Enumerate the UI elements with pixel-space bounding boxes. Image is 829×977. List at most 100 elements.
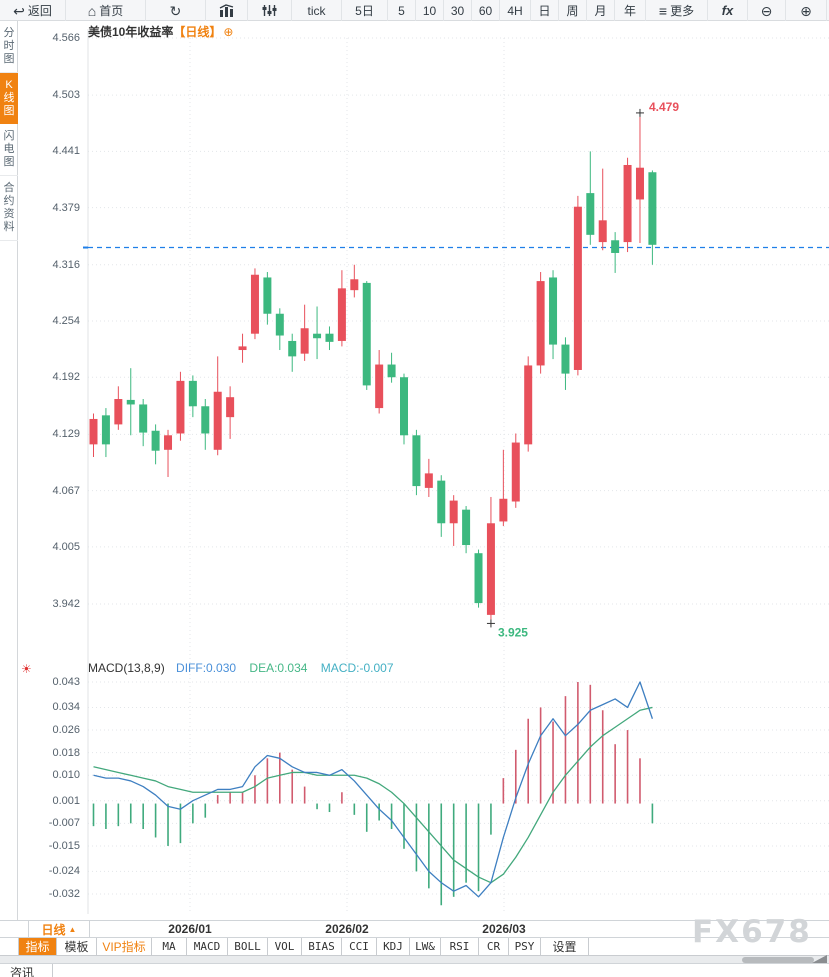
timeline-row: 日线 ▲ 2026/01 2026/02 2026/03 [0,920,829,938]
divider-strip [0,956,829,963]
price-tick-label: 4.316 [52,258,80,271]
toolbar-period-day-button[interactable]: 日 [531,0,559,21]
indicator-tab-MACD[interactable]: MACD [187,938,228,955]
toolbar-home-label: 首页 [99,4,124,18]
period-selector[interactable]: 日线 ▲ [28,921,90,937]
indicator-tab-设置[interactable]: 设置 [541,938,589,955]
indicator-tab-VIP指标[interactable]: VIP指标 [97,938,152,955]
toolbar-period-60-button[interactable]: 60 [472,0,500,21]
macd-tick-label: -0.015 [48,839,80,852]
triangle-up-icon: ▲ [68,924,77,934]
bottom-strip: 咨讯 [0,963,829,977]
macd-tick-label: 0.043 [52,676,80,688]
toolbar-period-10-label: 10 [422,3,437,18]
price-tick-label: 4.441 [52,145,80,158]
macd-tick-label: -0.007 [48,817,80,830]
fx-formula-icon: fx [721,3,734,18]
price-tick-label: 3.942 [52,598,80,610]
toolbar-zoom-in-button[interactable]: ⊕ [786,0,827,21]
instrument-name: 美债10年收益率 [88,25,174,39]
indicator-tab-MA[interactable]: MA [152,938,187,955]
toolbar-zoom-out-button[interactable]: ⊖ [748,0,786,21]
indicator-tab-BOLL[interactable]: BOLL [228,938,268,955]
x-axis-label: 2026/01 [168,922,212,936]
toolbar-period-5d-button[interactable]: 5日 [342,0,388,21]
news-tab[interactable]: 咨讯 [0,964,53,977]
macd-hist-value: MACD:-0.007 [320,661,394,675]
indicator-tab-CR[interactable]: CR [479,938,509,955]
svg-text:4.479: 4.479 [649,100,679,114]
indicator-tab-BIAS[interactable]: BIAS [302,938,342,955]
indicator-tab-VOL[interactable]: VOL [268,938,302,955]
more-icon: ≡ [658,2,668,19]
refresh-icon: ↻ [169,2,182,19]
horizontal-scrollbar[interactable] [742,957,814,963]
toolbar-more-button[interactable]: ≡ 更多 [646,0,708,21]
period-selector-label: 日线 [41,922,66,937]
toolbar-period-week-button[interactable]: 周 [559,0,587,21]
indicator-tab-指标[interactable]: 指标 [18,938,57,955]
toolbar-back-button[interactable]: ↩ 返回 [0,0,66,21]
back-icon: ↩ [13,2,25,19]
timeframe-tag: 【日线】 [173,25,222,39]
zoom-in-icon: ⊕ [800,2,812,19]
price-tick-label: 4.503 [52,89,80,102]
price-tick-label: 4.254 [52,315,80,327]
sidebar-item-闪电图[interactable]: 闪电图 [0,124,18,176]
sliders-icon [262,5,277,16]
toolbar-period-day-label: 日 [538,4,551,18]
price-tick-label: 4.005 [52,540,80,553]
toolbar-period-5-button[interactable]: 5 [388,0,416,21]
toolbar-tick-button[interactable]: tick [292,0,342,21]
chart-area[interactable]: 4.479 3.925 美债10年收益率【日线】 ⊕ 4.566 4.503 4.441… [18,21,829,920]
toolbar-period-10-button[interactable]: 10 [416,0,444,21]
indicator-tab-模板[interactable]: 模板 [57,938,97,955]
watermark: FX678 [692,914,812,950]
toolbar-period-4h-button[interactable]: 4H [500,0,531,21]
toolbar-period-month-label: 月 [594,4,607,18]
candlestick-macd-chart[interactable]: 4.479 3.925 [18,21,829,920]
indicator-tab-PSY[interactable]: PSY [509,938,541,955]
toolbar-period-30-button[interactable]: 30 [444,0,472,21]
toolbar-period-month-button[interactable]: 月 [587,0,615,21]
macd-tick-label: 0.018 [52,746,80,759]
toolbar-home-button[interactable]: ⌂ 首页 [66,0,146,21]
add-compare-icon[interactable]: ⊕ [223,25,234,39]
toolbar-period-60-label: 60 [478,3,493,18]
zoom-out-icon: ⊖ [760,2,773,19]
indicator-tab-RSI[interactable]: RSI [441,938,479,955]
toolbar-refresh-button[interactable]: ↻ [146,0,206,21]
chart-title: 美债10年收益率【日线】 ⊕ [88,23,233,40]
macd-diff-value: DIFF:0.030 [176,661,237,675]
toolbar-period-5-label: 5 [398,3,405,18]
sidebar-item-合约资料[interactable]: 合约资料 [0,176,18,241]
indicator-tab-bar: 指标 模板 VIP指标 MA MACD BOLL VOL BIAS CCI KDJ LW& RSI CR… [0,938,829,956]
sidebar-item-分时图[interactable]: 分时图 [0,21,18,73]
top-toolbar: ↩ 返回 ⌂ 首页 ↻ tick 5日 5 10 30 60 4H 日周月 年 ≡ 更多 fx ⊖ ⊕ [0,0,829,21]
svg-text:3.925: 3.925 [498,625,528,639]
indicator-tab-LW&[interactable]: LW& [410,938,441,955]
price-tick-label: 4.379 [52,201,80,214]
macd-dea-value: DEA:0.034 [249,661,308,675]
toolbar-period-year-label: 年 [623,4,636,18]
kline-chart-icon [219,4,233,17]
macd-tick-label: 0.001 [52,794,80,807]
macd-tick-label: 0.010 [52,769,80,782]
macd-name: MACD(13,8,9) [88,661,165,675]
resize-grip-icon[interactable] [812,955,827,963]
macd-tick-label: 0.034 [52,701,80,714]
toolbar-formula-button[interactable]: fx [708,0,748,21]
indicator-tab-KDJ[interactable]: KDJ [377,938,410,955]
toolbar-period-year-button[interactable]: 年 [615,0,646,21]
x-axis-label: 2026/03 [482,922,526,936]
price-tick-label: 4.067 [52,484,80,497]
toolbar-kline-style-button[interactable] [206,0,248,21]
price-tick-label: 4.129 [52,428,80,441]
toolbar-indicator-sliders-button[interactable] [248,0,292,21]
toolbar-more-label: 更多 [670,4,695,18]
indicator-tab-CCI[interactable]: CCI [342,938,377,955]
sun-marker-icon[interactable]: ☀ [21,662,32,676]
toolbar-tick-label: tick [307,3,326,18]
